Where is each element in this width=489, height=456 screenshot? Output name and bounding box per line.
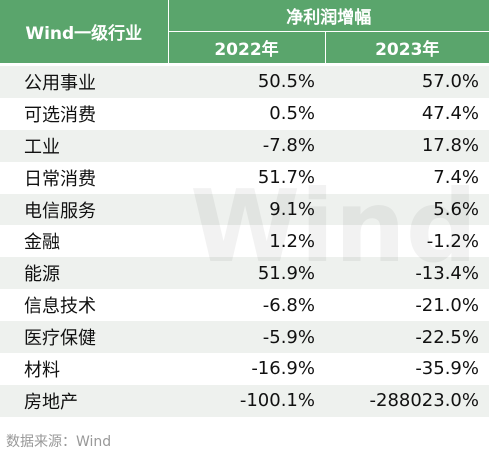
industry-cell: 电信服务 — [0, 193, 168, 226]
industry-cell: 医疗保健 — [0, 321, 168, 354]
industry-cell: 金融 — [24, 232, 60, 254]
table-row: 公用事业 50.5% 57.0% — [0, 62, 489, 98]
growth-cell: 47.4% — [421, 103, 479, 125]
growth-cell: 0.5% — [269, 103, 315, 125]
table-row: 医疗保健 -5.9% -22.5% — [0, 321, 489, 354]
growth-cell: -21.0% — [415, 294, 479, 316]
growth-cell: 7.4% — [433, 167, 479, 189]
growth-cell: 57.0% — [325, 62, 489, 98]
growth-cell: -35.9% — [415, 358, 479, 380]
growth-cell: -13.4% — [325, 257, 489, 290]
table-row: 日常消费 51.7% 7.4% — [0, 162, 489, 194]
table-row: 金融 1.2% -1.2% — [0, 225, 489, 257]
year-header: 2023年 — [325, 31, 489, 65]
year-header: 2022年 — [168, 31, 326, 65]
growth-cell: -7.8% — [168, 129, 325, 162]
table-row: 电信服务 9.1% 5.6% — [0, 193, 489, 226]
industry-cell: 信息技术 — [24, 296, 96, 318]
growth-cell: 50.5% — [168, 62, 325, 98]
growth-cell: 9.1% — [168, 193, 325, 226]
table-body: 公用事业 50.5% 57.0% 可选消费 0.5% 47.4% 工业 -7.8% 17.8% 日… — [0, 62, 489, 417]
growth-cell: 51.7% — [257, 167, 315, 189]
industry-cell: 材料 — [24, 359, 60, 381]
table-row: 房地产 -100.1% -288023.0% — [0, 384, 489, 417]
growth-cell: -22.5% — [325, 321, 489, 354]
growth-cell: -288023.0% — [325, 384, 489, 417]
industry-cell: 可选消费 — [24, 104, 96, 126]
industry-header: Wind一级行业 — [0, 0, 169, 65]
growth-cell: 51.9% — [168, 257, 325, 290]
industry-cell: 房地产 — [0, 384, 168, 417]
growth-cell: 1.2% — [269, 230, 315, 252]
table-row: 可选消费 0.5% 47.4% — [0, 98, 489, 130]
growth-cell: 17.8% — [325, 129, 489, 162]
growth-cell: 5.6% — [325, 193, 489, 226]
growth-cell: -100.1% — [168, 384, 325, 417]
industry-cell: 能源 — [0, 257, 168, 290]
industry-cell: 公用事业 — [0, 62, 168, 98]
growth-cell: -5.9% — [168, 321, 325, 354]
industry-cell: 工业 — [0, 129, 168, 162]
growth-cell: -1.2% — [426, 230, 479, 252]
table-row: 信息技术 -6.8% -21.0% — [0, 289, 489, 321]
group-header: 净利润增幅 — [168, 0, 489, 32]
growth-cell: -16.9% — [251, 358, 315, 380]
table-row: 工业 -7.8% 17.8% — [0, 129, 489, 162]
table-row: 能源 51.9% -13.4% — [0, 257, 489, 290]
source-note: 数据来源：Wind — [6, 434, 112, 450]
growth-cell: -6.8% — [262, 294, 315, 316]
data-table: Wind一级行业 净利润增幅 2022年 2023年 公用事业 50.5% 57.0… — [0, 0, 489, 417]
industry-cell: 日常消费 — [24, 168, 96, 190]
table-row: 材料 -16.9% -35.9% — [0, 353, 489, 385]
